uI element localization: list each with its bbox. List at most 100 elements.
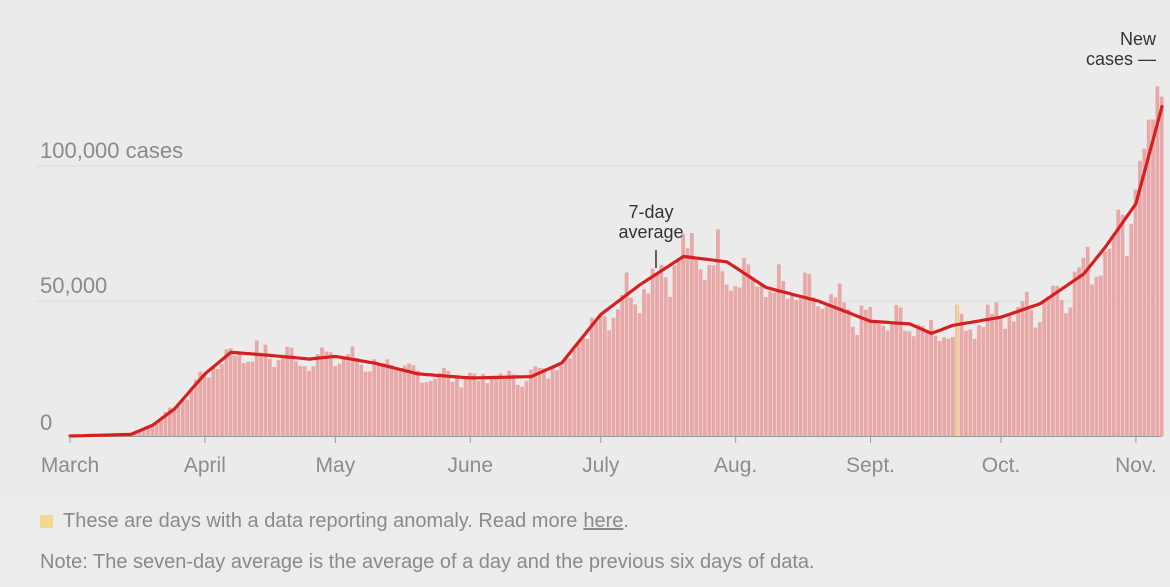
new-cases-bar: [424, 382, 429, 436]
new-cases-bar: [676, 261, 681, 436]
new-cases-bar: [959, 313, 964, 436]
new-cases-bar: [542, 368, 546, 436]
new-cases-bar: [1103, 251, 1108, 436]
new-cases-bar: [1081, 257, 1086, 436]
new-cases-bar: [137, 430, 142, 436]
new-cases-bar: [807, 274, 812, 436]
new-cases-bar: [1155, 86, 1160, 436]
new-cases-bar: [385, 359, 390, 436]
new-cases-bar: [720, 271, 725, 436]
new-cases-bar: [933, 335, 938, 436]
new-cases-bar: [846, 309, 851, 436]
x-tick-label: March: [41, 454, 99, 477]
new-cases-bar: [520, 386, 525, 436]
new-cases-bar: [337, 363, 342, 436]
new-cases-bar: [1024, 291, 1029, 436]
new-cases-bar: [1011, 321, 1016, 436]
new-cases-bar: [742, 257, 746, 436]
new-cases-bar: [1138, 160, 1142, 436]
new-cases-bar: [1003, 328, 1007, 436]
new-cases-bar: [881, 325, 886, 436]
new-cases-bar: [803, 272, 807, 436]
new-cases-bar: [977, 325, 981, 436]
new-cases-bar: [472, 373, 477, 436]
new-cases-bar: [420, 382, 424, 436]
x-tick-label: May: [316, 454, 356, 477]
new-cases-bar: [498, 373, 503, 436]
new-cases-bar: [929, 320, 933, 436]
new-cases-bar: [311, 366, 316, 436]
new-cases-bar: [863, 309, 868, 436]
new-cases-bar: [894, 304, 899, 436]
seven-day-average-line: [68, 105, 1164, 438]
new-cases-bar: [224, 349, 229, 436]
read-more-link[interactable]: here: [583, 509, 624, 532]
new-cases-bar: [302, 366, 307, 436]
new-cases-bar: [1033, 327, 1038, 436]
new-cases-bar: [402, 365, 407, 436]
new-cases-bar: [707, 265, 712, 436]
new-cases-bar: [411, 365, 416, 436]
new-cases-bar: [937, 341, 942, 436]
new-cases-bar: [694, 256, 699, 436]
new-cases-bar: [1111, 234, 1116, 436]
new-cases-bar: [237, 351, 242, 436]
new-cases-bar: [781, 281, 786, 436]
new-cases-bar: [724, 284, 729, 436]
new-cases-bar: [281, 358, 285, 436]
new-cases-bar: [985, 304, 990, 436]
x-tick-label: Oct.: [982, 454, 1021, 477]
new-cases-bar: [1125, 256, 1129, 436]
new-cases-bar: [746, 264, 751, 436]
new-cases-bar: [489, 377, 494, 436]
new-cases-bar: [220, 364, 224, 436]
new-cases-bar: [833, 297, 838, 436]
new-cases-bar: [629, 297, 633, 436]
new-cases-bar: [1042, 301, 1047, 436]
new-cases-bar: [146, 427, 150, 436]
new-cases-bar: [228, 348, 233, 436]
new-cases-bar: [428, 380, 433, 436]
new-cases-bar: [241, 363, 246, 436]
new-cases-bar: [668, 296, 672, 436]
new-cases-bar: [141, 429, 146, 436]
new-cases-bar: [711, 265, 716, 436]
new-cases-bar: [307, 370, 311, 436]
new-cases-bar: [1094, 276, 1099, 436]
new-cases-bar: [729, 290, 733, 436]
footnote: Note: The seven-day average is the avera…: [40, 551, 815, 573]
new-cases-bar: [772, 292, 777, 436]
annotation-seven-day-average: average: [618, 222, 683, 242]
new-cases-bar: [463, 379, 468, 436]
new-cases-bar: [1046, 296, 1051, 436]
annotation-new-cases: cases —: [1086, 49, 1156, 69]
new-cases-bar: [794, 300, 799, 436]
new-cases-bar: [859, 305, 864, 436]
new-cases-bar: [159, 420, 163, 436]
x-tick-label: Aug.: [714, 454, 757, 477]
new-cases-bar: [598, 315, 603, 436]
new-cases-bar: [394, 368, 398, 436]
new-cases-bar: [320, 347, 324, 436]
new-cases-bar: [755, 286, 759, 436]
new-cases-bar: [511, 374, 516, 436]
new-cases-bar: [372, 359, 377, 436]
new-cases-bar: [533, 366, 538, 436]
new-cases-bar: [1072, 271, 1077, 436]
new-cases-bar: [276, 360, 281, 436]
new-cases-bar: [272, 367, 277, 436]
new-cases-bar: [798, 297, 803, 436]
y-tick-label: 50,000: [40, 273, 107, 298]
annotation-seven-day-average: 7-day: [628, 202, 673, 222]
new-cases-bar: [663, 277, 668, 436]
new-cases-bar: [315, 354, 320, 436]
new-cases-bar: [1129, 224, 1134, 436]
new-cases-bar: [972, 338, 977, 436]
new-cases-bar: [581, 336, 585, 436]
new-cases-bar: [189, 389, 194, 436]
new-cases-bar: [398, 368, 403, 436]
new-cases-bar: [950, 336, 955, 436]
new-cases-bar: [481, 373, 485, 436]
new-cases-bar: [550, 367, 555, 436]
new-cases-bar: [555, 370, 559, 436]
